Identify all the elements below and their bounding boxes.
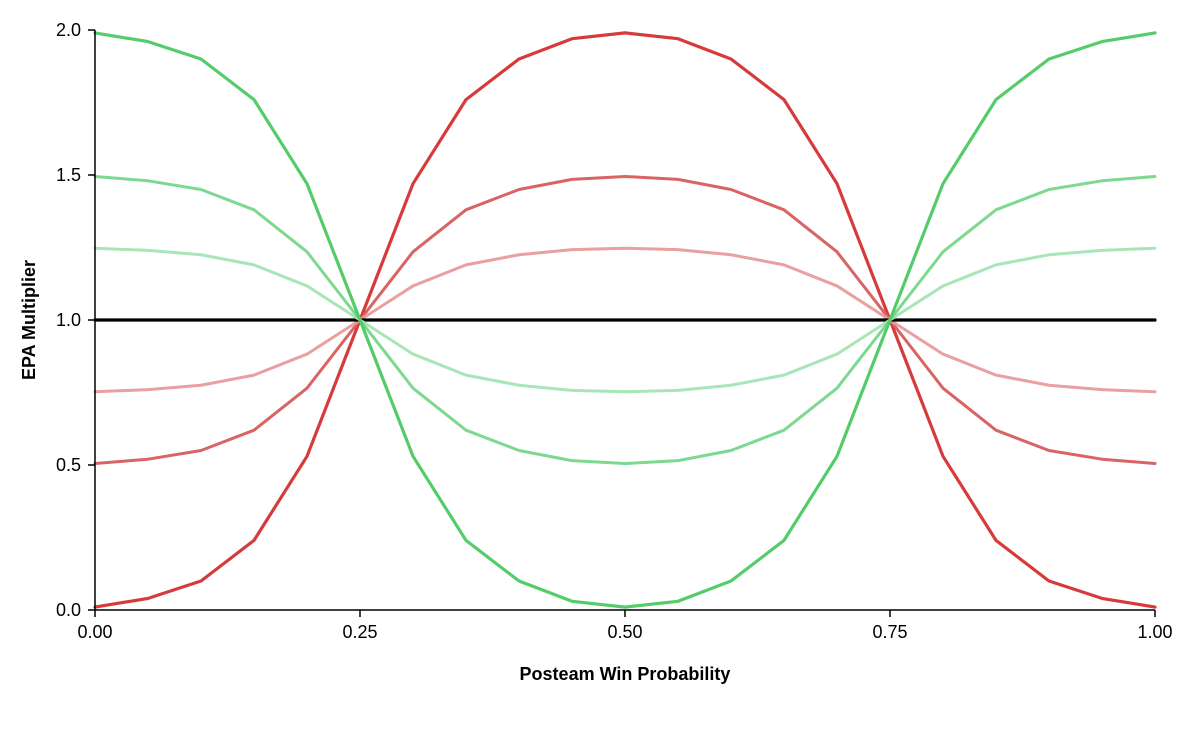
y-tick-label: 1.0 — [56, 310, 81, 330]
y-tick-label: 0.0 — [56, 600, 81, 620]
epa-multiplier-chart: 0.00 0.25 0.50 0.75 1.00 0.0 0.5 1.0 1.5 2.0 Poste… — [0, 0, 1198, 740]
x-tick-label: 0.25 — [342, 622, 377, 642]
y-tick-label: 0.5 — [56, 455, 81, 475]
chart-svg: 0.00 0.25 0.50 0.75 1.00 0.0 0.5 1.0 1.5 2.0 Poste… — [0, 0, 1198, 740]
y-tick-label: 1.5 — [56, 165, 81, 185]
y-tick-label: 2.0 — [56, 20, 81, 40]
x-axis-label: Posteam Win Probability — [520, 664, 731, 684]
x-tick-label: 0.75 — [872, 622, 907, 642]
x-tick-label: 1.00 — [1137, 622, 1172, 642]
y-axis-label: EPA Multiplier — [19, 260, 39, 380]
x-tick-label: 0.00 — [77, 622, 112, 642]
x-tick-label: 0.50 — [607, 622, 642, 642]
